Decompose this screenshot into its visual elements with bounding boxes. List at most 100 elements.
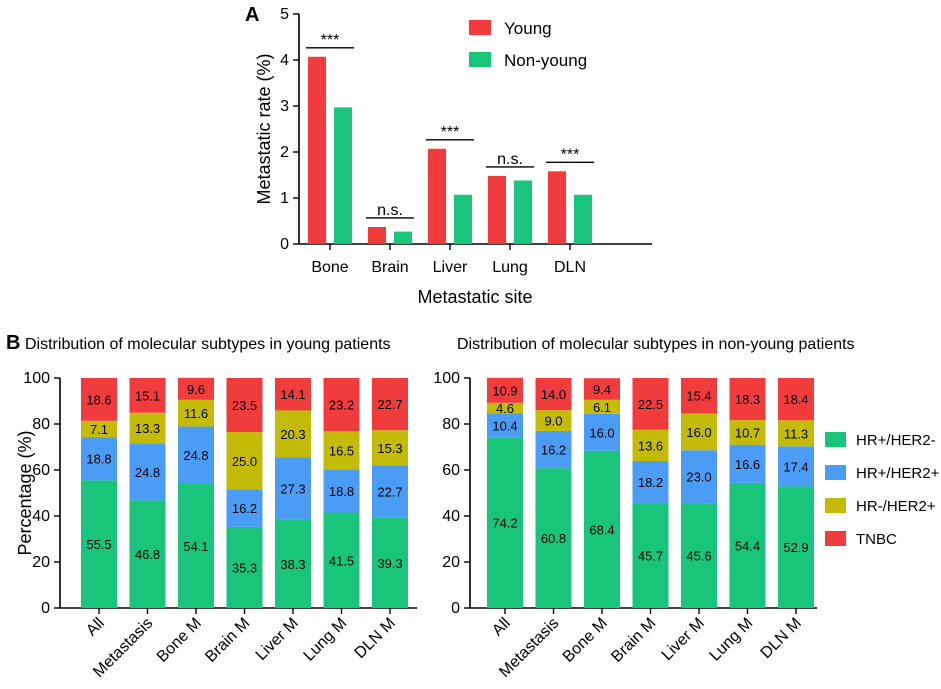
b-young-segment-hr-her2- (81, 480, 117, 608)
b-young-x-tick-label: All (83, 615, 108, 640)
b-non-young-segment-tnbc (487, 377, 523, 403)
b-non-young-segment-tnbc (681, 378, 717, 414)
a-bar-non-young (394, 231, 412, 244)
b-young-y-tick-label: 80 (32, 416, 50, 433)
b-non-young-segment-label: 74.2 (492, 516, 517, 531)
a-x-tick-label: Liver (433, 259, 468, 276)
a-sig-label: *** (441, 124, 460, 141)
b-non-young-segment-label: 15.4 (686, 389, 711, 404)
b-young-segment-hr-her2- (129, 443, 166, 501)
a-bar-young (548, 171, 566, 244)
b-non-young-x-tick-label: Liver M (659, 615, 708, 664)
b-young-segment-label: 13.3 (135, 421, 160, 436)
a-bar-young (428, 148, 446, 244)
b-young-segment-tnbc (226, 378, 263, 433)
b-young-x-tick-label: Lung M (301, 615, 351, 665)
b-young-segment-hr-her2- (81, 437, 117, 481)
b-young-segment-hr-her2- (372, 430, 408, 466)
b-legend-swatch (825, 432, 846, 447)
a-bar-young (368, 226, 386, 244)
a-y-tick-label: 2 (280, 144, 289, 161)
b-young-x-tick-label: Liver M (253, 615, 302, 664)
b-non-young-segment-label: 18.3 (735, 392, 760, 407)
b-young-segment-label: 18.8 (329, 484, 354, 499)
b-young-segment-hr-her2- (81, 420, 117, 438)
a-y-tick-label: 3 (280, 98, 289, 115)
b-young-segment-hr-her2- (226, 489, 263, 527)
b-young-segment-hr-her2- (372, 465, 408, 518)
b-young-segment-hr-her2- (178, 426, 214, 484)
b-non-young-segment-label: 9.4 (593, 382, 611, 397)
b-non-young-segment-label: 4.6 (496, 401, 514, 416)
b-young-segment-label: 38.3 (280, 557, 305, 572)
b-young-segment-hr-her2- (323, 469, 360, 513)
b-non-young-segment-hr-her2- (487, 437, 523, 608)
b-non-young-segment-label: 10.9 (492, 383, 517, 398)
b-young-x-tick-label: DLN M (352, 615, 399, 662)
b-non-young-segment-hr-her2- (681, 503, 717, 608)
b-young-segment-label: 54.1 (183, 539, 208, 554)
b-young-y-tick-label: 0 (41, 600, 50, 617)
b-non-young-segment-hr-her2- (584, 450, 620, 608)
b-non-young-segment-label: 16.6 (735, 457, 760, 472)
b-non-young-segment-tnbc (729, 378, 766, 421)
b-non-young-segment-tnbc (535, 378, 572, 411)
b-young-segment-label: 15.1 (135, 388, 160, 403)
b-young-y-axis-title: Percentage (%) (15, 430, 35, 555)
b-young-segment-label: 11.6 (184, 406, 208, 421)
b-non-young-segment-hr-her2- (535, 468, 572, 608)
a-sig-label: *** (561, 146, 580, 163)
a-legend-label: Young (504, 19, 552, 38)
b-young-segment-hr-her2- (275, 519, 311, 608)
b-non-young-x-tick-label: Lung M (707, 615, 757, 665)
b-non-young-segment-label: 68.4 (589, 522, 614, 537)
a-y-tick-label: 1 (280, 190, 289, 207)
b-young-segment-hr-her2- (323, 512, 360, 608)
a-x-tick-label: DLN (554, 259, 586, 276)
a-legend-label: Non-young (504, 51, 587, 70)
b-young-segment-hr-her2- (372, 517, 408, 608)
b-young-segment-label: 20.3 (280, 427, 305, 442)
b-young-segment-label: 18.6 (86, 392, 111, 407)
b-young-segment-label: 18.8 (86, 452, 111, 467)
b-non-young-segment-label: 18.4 (783, 392, 808, 407)
b-non-young-segment-label: 14.0 (541, 387, 566, 402)
b-young-segment-tnbc (275, 378, 311, 411)
b-non-young-x-tick-label: All (489, 615, 514, 640)
b-young-segment-hr-her2- (226, 526, 263, 608)
b-young-segment-tnbc (323, 378, 360, 432)
b-legend-label: TNBC (856, 531, 897, 548)
b-non-young-segment-hr-her2- (632, 502, 669, 608)
b-non-young-segment-label: 17.4 (783, 459, 808, 474)
b-young-segment-tnbc (178, 377, 214, 400)
a-legend-swatch (469, 20, 491, 35)
b-non-young-segment-label: 45.6 (686, 549, 711, 564)
b-non-young-segment-hr-her2- (729, 482, 766, 608)
b-non-young-y-tick-label: 100 (433, 370, 460, 387)
b-non-young-segment-hr-her2- (632, 461, 669, 503)
b-non-young-subtitle: Distribution of molecular subtypes in no… (457, 336, 855, 353)
b-young-segment-label: 22.7 (377, 397, 402, 412)
b-non-young-segment-label: 13.6 (638, 438, 663, 453)
b-non-young-segment-label: 6.1 (593, 400, 611, 415)
b-non-young-segment-label: 22.5 (638, 397, 663, 412)
b-young-segment-hr-her2- (178, 399, 214, 427)
b-young-y-tick-label: 100 (23, 370, 50, 387)
b-non-young-segment-tnbc (778, 378, 814, 421)
b-non-young-segment-hr-her2- (632, 429, 669, 462)
a-y-tick-label: 4 (280, 52, 289, 69)
b-young-y-tick-label: 60 (32, 462, 50, 479)
b-young-segment-hr-her2- (226, 432, 263, 490)
a-sig-label: *** (321, 32, 340, 49)
b-non-young-segment-hr-her2- (681, 450, 717, 504)
b-non-young-x-tick-label: DLN M (758, 615, 805, 662)
b-young-segment-label: 24.8 (135, 465, 160, 480)
b-non-young-segment-label: 23.0 (686, 470, 711, 485)
b-young-segment-label: 24.8 (183, 448, 208, 463)
b-non-young-segment-hr-her2- (778, 420, 814, 447)
a-legend-swatch (469, 52, 491, 67)
b-non-young-segment-hr-her2- (729, 420, 766, 445)
b-non-young-segment-hr-her2- (535, 410, 572, 431)
b-young-segment-label: 16.5 (329, 443, 354, 458)
